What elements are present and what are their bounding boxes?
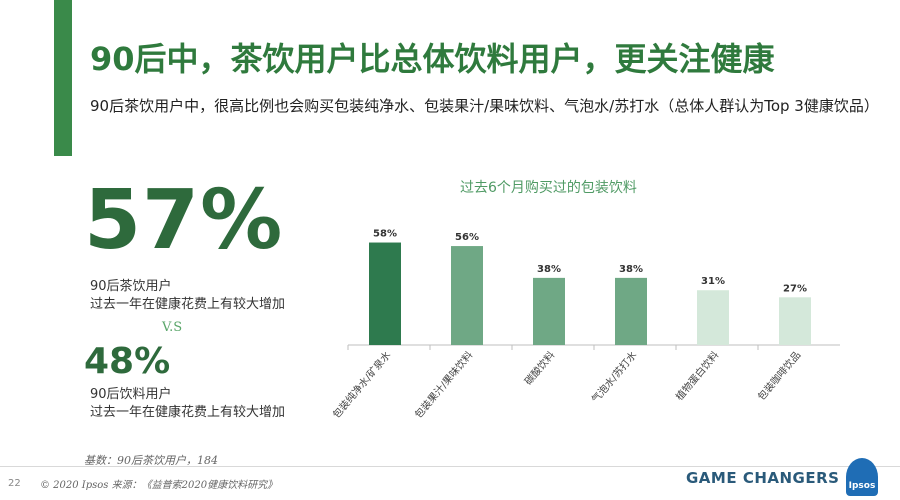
bar-value-label: 38% bbox=[619, 264, 643, 275]
page-number: 22 bbox=[8, 478, 21, 489]
bar-1 bbox=[369, 242, 401, 345]
category-label: 包装咖啡饮品 bbox=[755, 349, 804, 403]
primary-stat-value: 57% bbox=[84, 173, 284, 268]
primary-stat-desc-line2: 过去一年在健康花费上有较大增加 bbox=[90, 297, 286, 312]
base-note: 基数：90后茶饮用户，184 bbox=[84, 454, 218, 467]
secondary-stat-desc-line1: 90后饮料用户 bbox=[90, 387, 172, 402]
bar-value-label: 27% bbox=[783, 283, 807, 294]
accent-bar bbox=[54, 0, 72, 156]
copyright-source: © 2020 Ipsos 来源：《益普索2020健康饮料研究》 bbox=[40, 480, 278, 491]
bar-value-label: 58% bbox=[373, 229, 397, 240]
bar-3 bbox=[533, 277, 565, 345]
category-label: 包装果汁/果味饮料 bbox=[412, 349, 476, 421]
secondary-stat-value: 48% bbox=[84, 341, 171, 382]
bar-2 bbox=[451, 246, 483, 345]
category-label: 碳酸饮料 bbox=[522, 349, 558, 388]
secondary-stat-desc-line2: 过去一年在健康花费上有较大增加 bbox=[90, 405, 286, 420]
bar-6 bbox=[779, 297, 811, 345]
page-title: 90后中，茶饮用户比总体饮料用户，更关注健康 bbox=[90, 40, 775, 78]
primary-stat-desc-line1: 90后茶饮用户 bbox=[90, 279, 172, 294]
bar-chart: 58% 包装纯净水/矿泉水 56% 包装果汁/果味饮料 38% 碳酸饮料 38% 气泡水/苏打… bbox=[330, 229, 840, 421]
vs-label: V.S bbox=[162, 320, 183, 335]
bar-value-label: 31% bbox=[701, 276, 725, 287]
bar-4 bbox=[615, 277, 647, 345]
footer-divider bbox=[0, 466, 900, 467]
bar-value-label: 56% bbox=[455, 232, 479, 243]
secondary-stat-description: 90后饮料用户 过去一年在健康花费上有较大增加 bbox=[90, 386, 285, 422]
primary-stat-description: 90后茶饮用户 过去一年在健康花费上有较大增加 bbox=[90, 278, 285, 314]
bar-5 bbox=[697, 290, 729, 345]
category-label: 包装纯净水/矿泉水 bbox=[330, 349, 393, 421]
category-label: 气泡水/苏打水 bbox=[589, 349, 640, 406]
page-subtitle: 90后茶饮用户中，很高比例也会购买包装纯净水、包装果汁/果味饮料、气泡水/苏打水… bbox=[90, 97, 879, 115]
bar-value-label: 38% bbox=[537, 264, 561, 275]
brand-tagline: GAME CHANGERS bbox=[686, 469, 840, 487]
chart-title: 过去6个月购买过的包装饮料 bbox=[460, 180, 637, 196]
category-label: 植物蛋白饮料 bbox=[673, 349, 722, 403]
ipsos-logo: Ipsos bbox=[846, 458, 878, 496]
